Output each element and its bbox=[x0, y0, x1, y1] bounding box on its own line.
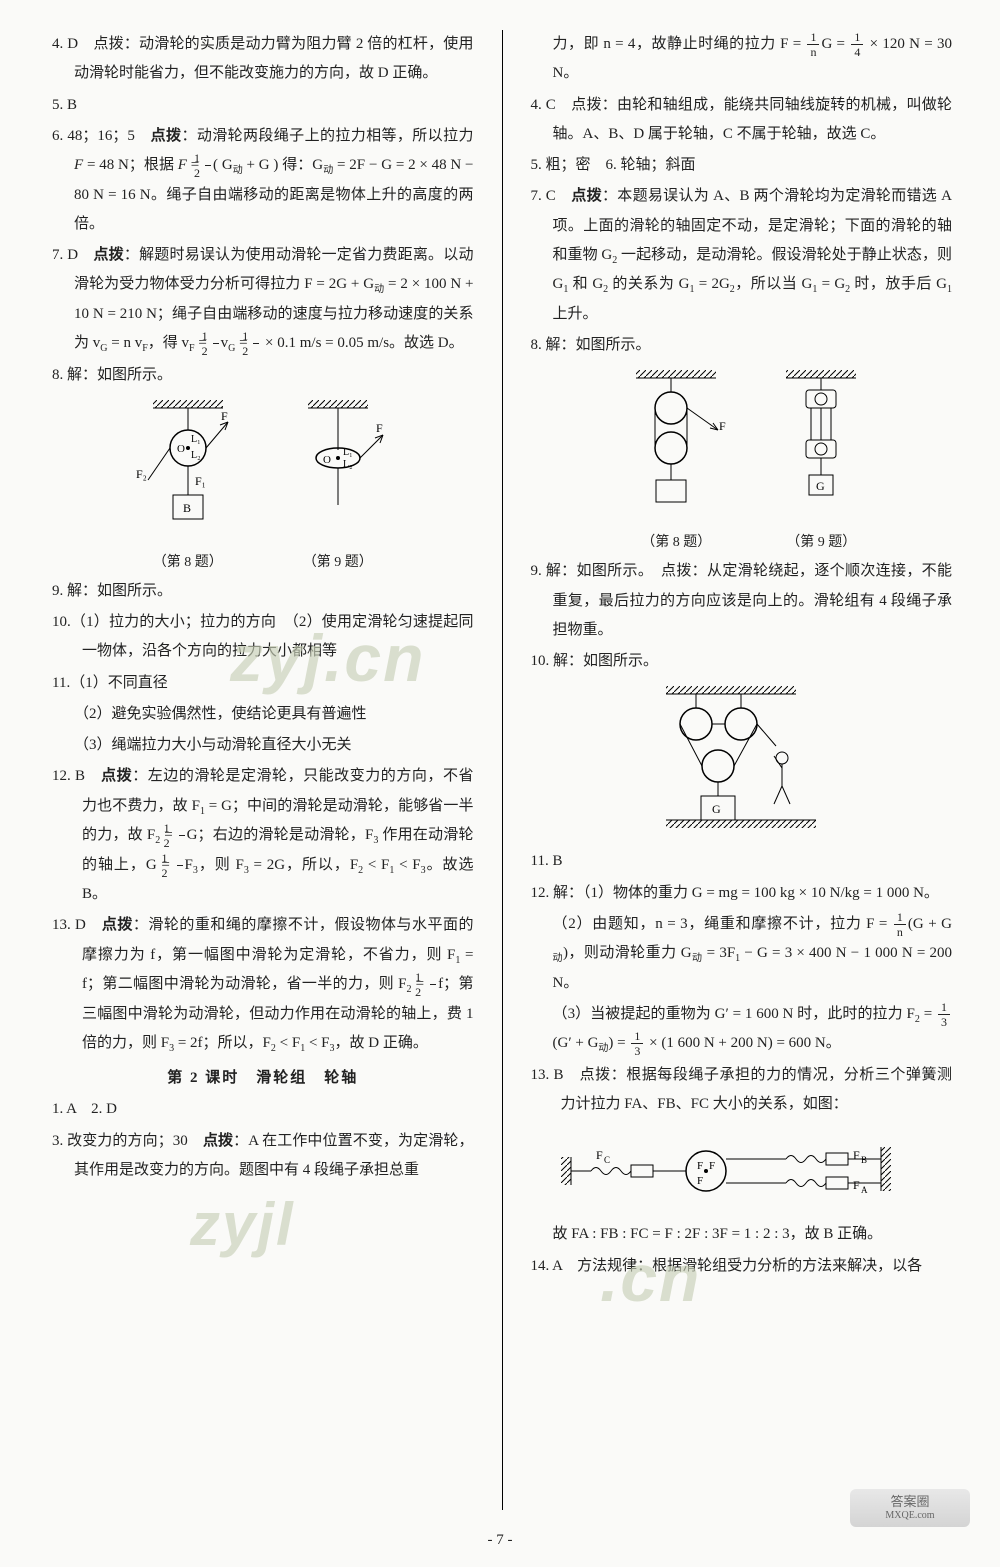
item-7: 7. D 点拨：解题时易误认为使用动滑轮一定省力费距离。以动滑轮为受力物体受力分… bbox=[52, 241, 474, 359]
svg-text:C: C bbox=[604, 1155, 610, 1165]
svg-text:L₁: L₁ bbox=[343, 447, 353, 458]
item-r13b: 故 FA : FB : FC = F : 2F : 3F = 1 : 2 : 3… bbox=[531, 1220, 953, 1249]
item-13: 13. D 点拨：滑轮的重和绳的摩擦不计，假设物体与水平面的摩擦力为 f，第一幅… bbox=[52, 911, 474, 1058]
item-r12c: （3）当被提起的重物为 G′ = 1 600 N 时，此时的拉力 F2 = 13… bbox=[531, 1000, 953, 1059]
pulley-diagram-icon: O L₁ L₂ F F₂ F₁ B bbox=[133, 400, 243, 540]
item-r13: 13. B 点拨：根据每段绳子承担的力的情况，分析三个弹簧测力计拉力 FA、FB… bbox=[531, 1061, 953, 1120]
pulley-system-icon: F bbox=[616, 370, 736, 520]
left-column: 4. D 点拨：动滑轮的实质是动力臂为阻力臂 2 倍的杠杆，使用动滑轮时能省力，… bbox=[52, 30, 474, 1510]
badge-url: MXQE.com bbox=[885, 1510, 934, 1522]
figure-caption: （第 8 题） bbox=[133, 551, 243, 571]
item-s1: 1. A 2. D bbox=[52, 1095, 474, 1124]
item-r4: 4. C 点拨：由轮和轴组成，能绕共同轴线旋转的机械，叫做轮轴。A、B、D 属于… bbox=[531, 91, 953, 150]
figure-10-right: G bbox=[656, 686, 826, 841]
figure-row-right: F （第 8 题） bbox=[531, 370, 953, 551]
item-10: 10.（1）拉力的大小；拉力的方向 （2）使用定滑轮匀速提起同一物体，沿各个方向… bbox=[52, 608, 474, 667]
svg-text:F: F bbox=[221, 409, 228, 423]
figure-9-left: O L₁ L₂ F （第 9 题） bbox=[283, 400, 393, 571]
svg-text:G: G bbox=[712, 802, 721, 816]
item-8: 8. 解：如图所示。 bbox=[52, 361, 474, 390]
svg-text:F: F bbox=[709, 1160, 715, 1172]
figure-13-right: FC F F F FB FA bbox=[561, 1129, 921, 1214]
right-column: 力，即 n = 4，故静止时绳的拉力 F = 1nG = 14 × 120 N … bbox=[531, 30, 953, 1510]
item-11b: （2）避免实验偶然性，使结论更具有普遍性 bbox=[52, 700, 474, 729]
item-r7: 7. C 点拨：本题易误认为 A、B 两个滑轮均为定滑轮而错选 A 项。上面的滑… bbox=[531, 182, 953, 329]
svg-text:B: B bbox=[861, 1155, 867, 1165]
svg-text:F: F bbox=[697, 1175, 703, 1187]
item-12: 12. B 点拨：左边的滑轮是定滑轮，只能改变力的方向，不省力也不费力，故 F1… bbox=[52, 762, 474, 909]
svg-text:B: B bbox=[183, 501, 191, 515]
item-r14: 14. A 方法规律：根据滑轮组受力分析的方法来解决，以各 bbox=[531, 1252, 953, 1281]
item-r10: 10. 解：如图所示。 bbox=[531, 647, 953, 676]
figure-caption: （第 9 题） bbox=[283, 551, 393, 571]
pulley-diagram-icon: O L₁ L₂ F bbox=[283, 400, 393, 540]
column-divider bbox=[502, 30, 503, 1510]
badge-title: 答案圈 bbox=[890, 1494, 929, 1510]
item-r8: 8. 解：如图所示。 bbox=[531, 331, 953, 360]
page-number: - 7 - bbox=[0, 1532, 1000, 1549]
figure-caption: （第 9 题） bbox=[776, 531, 866, 551]
svg-text:L₁: L₁ bbox=[191, 434, 201, 445]
item-6: 6. 48；16；5 点拨：动滑轮两段绳子上的拉力相等，所以拉力 F = 48 … bbox=[52, 122, 474, 239]
item-r12a: 12. 解：（1）物体的重力 G = mg = 100 kg × 10 N/kg… bbox=[531, 879, 953, 908]
figure-9-right: G （第 9 题） bbox=[776, 370, 866, 551]
svg-text:F: F bbox=[596, 1148, 603, 1162]
figure-row-r10: G bbox=[531, 686, 953, 841]
item-9: 9. 解：如图所示。 bbox=[52, 577, 474, 606]
svg-text:F: F bbox=[719, 419, 726, 433]
item-r11: 11. B bbox=[531, 847, 953, 876]
item-r0: 力，即 n = 4，故静止时绳的拉力 F = 1nG = 14 × 120 N … bbox=[531, 30, 953, 89]
figure-caption: （第 8 题） bbox=[616, 531, 736, 551]
item-r9: 9. 解：如图所示。 点拨：从定滑轮绕起，逐个顺次连接，不能重复，最后拉力的方向… bbox=[531, 557, 953, 645]
item-11c: （3）绳端拉力大小与动滑轮直径大小无关 bbox=[52, 731, 474, 760]
svg-text:O: O bbox=[323, 454, 331, 466]
figure-row-left: O L₁ L₂ F F₂ F₁ B （第 8 题） bbox=[52, 400, 474, 571]
svg-text:F₂: F₂ bbox=[136, 467, 147, 481]
item-5: 5. B bbox=[52, 91, 474, 120]
item-11a: 11.（1）不同直径 bbox=[52, 669, 474, 698]
figure-row-r13: FC F F F FB FA bbox=[531, 1129, 953, 1214]
item-4: 4. D 点拨：动滑轮的实质是动力臂为阻力臂 2 倍的杠杆，使用动滑轮时能省力，… bbox=[52, 30, 474, 89]
svg-text:F: F bbox=[853, 1148, 860, 1162]
figure-8-left: O L₁ L₂ F F₂ F₁ B （第 8 题） bbox=[133, 400, 243, 571]
spring-pulley-icon: FC F F F FB FA bbox=[561, 1129, 921, 1209]
svg-text:O: O bbox=[177, 443, 185, 455]
item-s3: 3. 改变力的方向；30 点拨：A 在工作中位置不变，为定滑轮，其作用是改变力的… bbox=[52, 1127, 474, 1186]
svg-text:F₁: F₁ bbox=[195, 474, 206, 488]
section-title: 第 2 课时 滑轮组 轮轴 bbox=[52, 1066, 474, 1087]
item-r12b: （2）由题知，n = 3，绳重和摩擦不计，拉力 F = 1n(G + G动)，则… bbox=[531, 910, 953, 998]
svg-text:F: F bbox=[853, 1178, 860, 1192]
svg-text:A: A bbox=[861, 1185, 868, 1195]
site-badge: 答案圈 MXQE.com bbox=[850, 1489, 970, 1527]
pulley-person-icon: G bbox=[656, 686, 826, 836]
svg-text:F: F bbox=[376, 421, 383, 435]
svg-text:G: G bbox=[816, 479, 825, 493]
item-r5: 5. 粗；密 6. 轮轴；斜面 bbox=[531, 151, 953, 180]
svg-text:L₂: L₂ bbox=[191, 450, 201, 461]
svg-text:L₂: L₂ bbox=[343, 459, 353, 470]
pulley-block-icon: G bbox=[776, 370, 866, 520]
svg-text:F: F bbox=[697, 1160, 703, 1172]
figure-8-right: F （第 8 题） bbox=[616, 370, 736, 551]
